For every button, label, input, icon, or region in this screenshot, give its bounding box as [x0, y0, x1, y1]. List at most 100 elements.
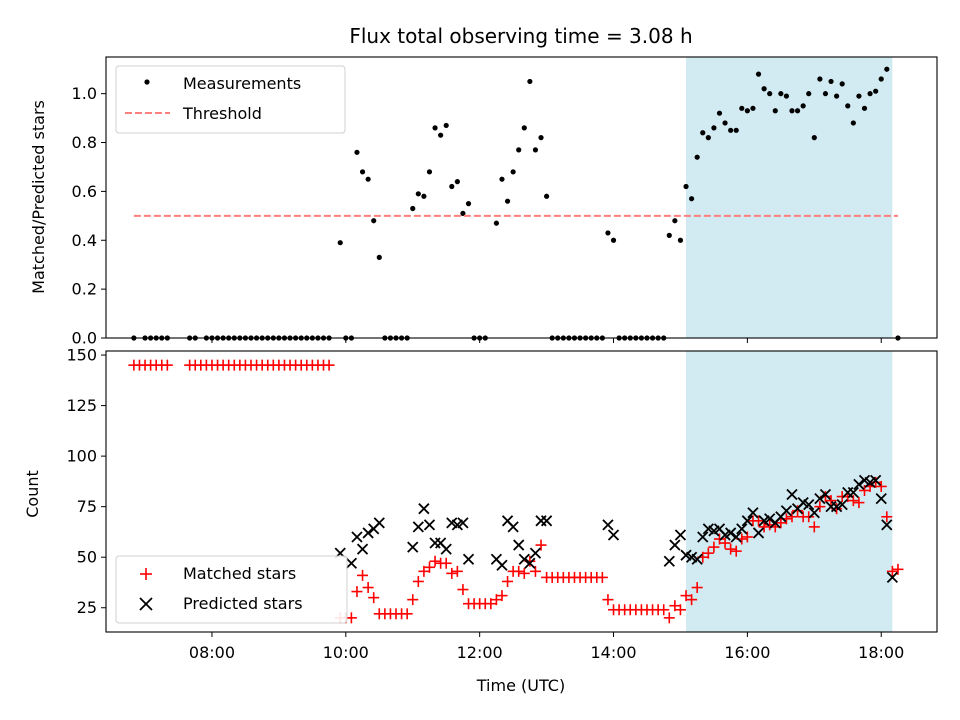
matched-star-point [407, 594, 419, 606]
bottom-legend: Matched stars Predicted stars [115, 555, 348, 624]
predicted-star-point [669, 539, 681, 551]
matched-star-point [825, 495, 837, 507]
matched-star-point [808, 521, 820, 533]
bottom-y-ticks: 25 50 75 100 125 150 [66, 346, 106, 617]
measurement-point [828, 78, 834, 85]
top-shaded-region [686, 57, 893, 338]
predicted-star-point [780, 505, 793, 517]
measurement-point [426, 169, 433, 175]
bottom-x-ticks: 08:00 10:00 12:00 14:00 16:00 18:00 [189, 632, 904, 662]
top-axes-frame [105, 56, 938, 339]
predicted-star-point [814, 492, 826, 505]
predicted-star-point [853, 478, 865, 491]
top-y-tick-label: 0.2 [72, 280, 97, 299]
matched-star-point [423, 561, 435, 573]
measurement-point [359, 169, 366, 175]
measurement-point [722, 120, 728, 126]
predicted-star-point [412, 521, 424, 533]
bottom-y-tick-label: 100 [66, 447, 97, 466]
legend-measurements-marker [144, 79, 150, 85]
predicted-star-point [752, 527, 765, 539]
measurement-point [806, 91, 812, 97]
matched-star-point [725, 543, 737, 555]
legend-predicted-marker [139, 597, 153, 611]
matched-star-point [513, 565, 525, 577]
predicted-star-point [847, 486, 859, 499]
bottom-axes-frame [105, 350, 938, 633]
measurement-point [789, 108, 795, 114]
predicted-star-point [529, 547, 542, 559]
measurement-point [755, 71, 762, 77]
bottom-y-tick-label: 50 [77, 548, 97, 567]
predicted-star-point [356, 543, 369, 555]
x-tick-label: 14:00 [590, 643, 636, 662]
matched-star-point [691, 582, 703, 594]
measurement-point [337, 240, 343, 246]
matched-star-point [485, 598, 497, 610]
predicted-star-point [730, 531, 742, 543]
measurement-point [867, 91, 873, 97]
x-tick-label: 16:00 [724, 643, 770, 662]
measurement-point [527, 78, 533, 85]
matched-star-point [702, 547, 714, 559]
matched-star-point [446, 567, 458, 579]
bottom-series-layer [128, 359, 904, 624]
matched-star-point [875, 480, 887, 492]
matched-star-point [686, 594, 698, 606]
measurement-point [856, 93, 862, 99]
measurement-point [839, 81, 845, 87]
predicted-star-point [886, 571, 899, 584]
predicted-star-point [697, 531, 709, 543]
bottom-y-tick-label: 125 [66, 396, 97, 415]
predicted-star-point [518, 553, 530, 565]
bottom-y-tick-label: 25 [77, 598, 97, 617]
matched-star-point [886, 565, 898, 577]
measurement-point [493, 220, 500, 226]
predicted-star-point [881, 519, 893, 531]
matched-star-point [719, 537, 731, 549]
measurement-point [750, 105, 756, 111]
matched-star-point [161, 359, 173, 371]
measurement-point [499, 176, 505, 182]
matched-star-point [853, 497, 865, 509]
measurement-point [516, 147, 522, 153]
measurement-point [521, 125, 527, 131]
measurement-point [443, 122, 449, 129]
predicted-star-point [747, 507, 759, 519]
bottom-y-tick-label: 150 [66, 346, 97, 365]
predicted-star-point [875, 492, 887, 505]
legend-threshold-label: Threshold [182, 104, 262, 123]
predicted-star-point [870, 474, 882, 487]
top-y-tick-label: 0.0 [72, 329, 97, 348]
top-y-ticks: 0.0 0.2 0.4 0.6 0.8 1.0 [72, 84, 106, 348]
predicted-star-point [345, 557, 358, 569]
predicted-star-point [764, 513, 776, 525]
matched-star-point [357, 569, 369, 581]
matched-star-point [803, 511, 815, 523]
predicted-star-point [373, 517, 385, 529]
matched-star-point [451, 565, 463, 577]
legend-matched-label: Matched stars [183, 564, 296, 583]
predicted-star-point [786, 488, 798, 501]
matched-star-point [490, 594, 502, 606]
measurement-point [543, 193, 550, 199]
matched-star-point [669, 600, 681, 612]
predicted-star-point [496, 559, 508, 571]
predicted-star-point [513, 539, 525, 551]
measurement-point [666, 232, 672, 238]
measurement-point [538, 135, 544, 141]
matched-star-point [496, 590, 508, 602]
measurement-point [811, 135, 817, 141]
matched-star-point [502, 575, 514, 587]
measurement-point [421, 193, 427, 199]
measurement-point [817, 76, 823, 82]
measurement-point [532, 147, 539, 153]
predicted-star-point [808, 507, 820, 519]
predicted-star-point [691, 553, 703, 565]
matched-star-point [362, 582, 374, 594]
measurement-point [510, 169, 516, 175]
matched-star-point [323, 359, 335, 371]
matched-star-point [730, 545, 742, 557]
matched-star-point [418, 565, 430, 577]
measurement-point [700, 130, 706, 136]
